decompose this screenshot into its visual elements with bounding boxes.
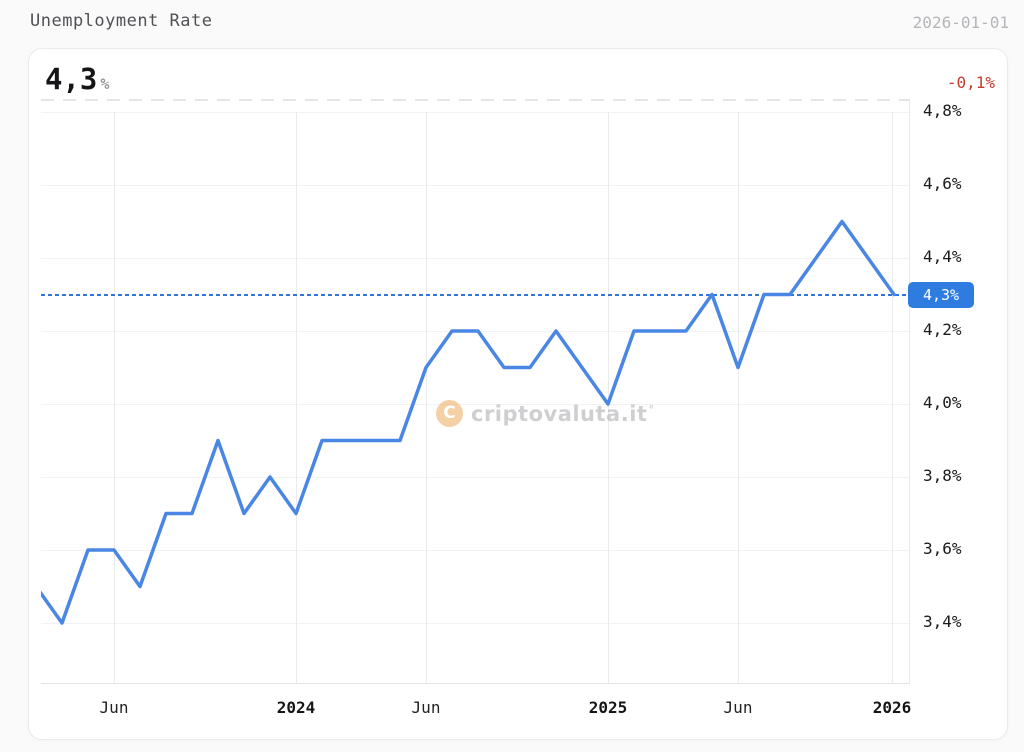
x-axis-line [41,683,909,684]
gridline-vertical [426,112,427,684]
x-axis-label: Jun [99,698,129,717]
gridline-horizontal [41,404,909,405]
watermark: C criptovaluta.it° [436,400,654,427]
watermark-text: criptovaluta.it° [471,401,655,426]
watermark-logo-icon: C [436,400,463,427]
gridline-horizontal [41,258,909,259]
current-value-unit: % [100,75,110,93]
current-value-number: 4,3 [45,62,98,96]
gridline-horizontal [41,112,909,113]
chart-card: 4,3% -0,1% C criptovaluta.it° 4,8% 4,6% 4,… [28,48,1008,740]
as-of-date: 2026-01-01 [912,13,1009,32]
y-axis-label: 4,6% [923,174,962,193]
y-axis-label: 3,8% [923,466,962,485]
gridline-vertical [892,112,893,684]
gridline-vertical [296,112,297,684]
y-axis-label: 3,4% [923,612,962,631]
change-value: -0,1% [946,73,995,92]
x-axis-label: Jun [723,698,753,717]
y-axis-label: 4,2% [923,320,962,339]
gridline-horizontal [41,623,909,624]
line-chart[interactable] [41,99,909,684]
y-axis-label: 3,6% [923,539,962,558]
plot-right-border [909,99,910,684]
plot-area[interactable]: C criptovaluta.it° [41,99,909,684]
gridline-vertical [738,112,739,684]
plot-top-border [41,99,909,101]
current-value-badge: 4,3% [908,281,974,308]
gridline-horizontal [41,550,909,551]
x-axis-label: 2024 [276,698,316,717]
watermark-suffix: ° [648,402,655,416]
gridline-horizontal [41,477,909,478]
current-value: 4,3% [45,62,109,96]
reference-line [41,293,909,296]
series-line [41,219,896,625]
x-axis-label: 2025 [588,698,628,717]
x-axis-label: Jun [411,698,441,717]
y-axis-label: 4,4% [923,247,962,266]
gridline-vertical [114,112,115,684]
x-axis-label: 2026 [872,698,912,717]
y-axis-label: 4,0% [923,393,962,412]
gridline-horizontal [41,185,909,186]
y-axis-label: 4,8% [923,101,962,120]
page-title: Unemployment Rate [30,11,213,31]
